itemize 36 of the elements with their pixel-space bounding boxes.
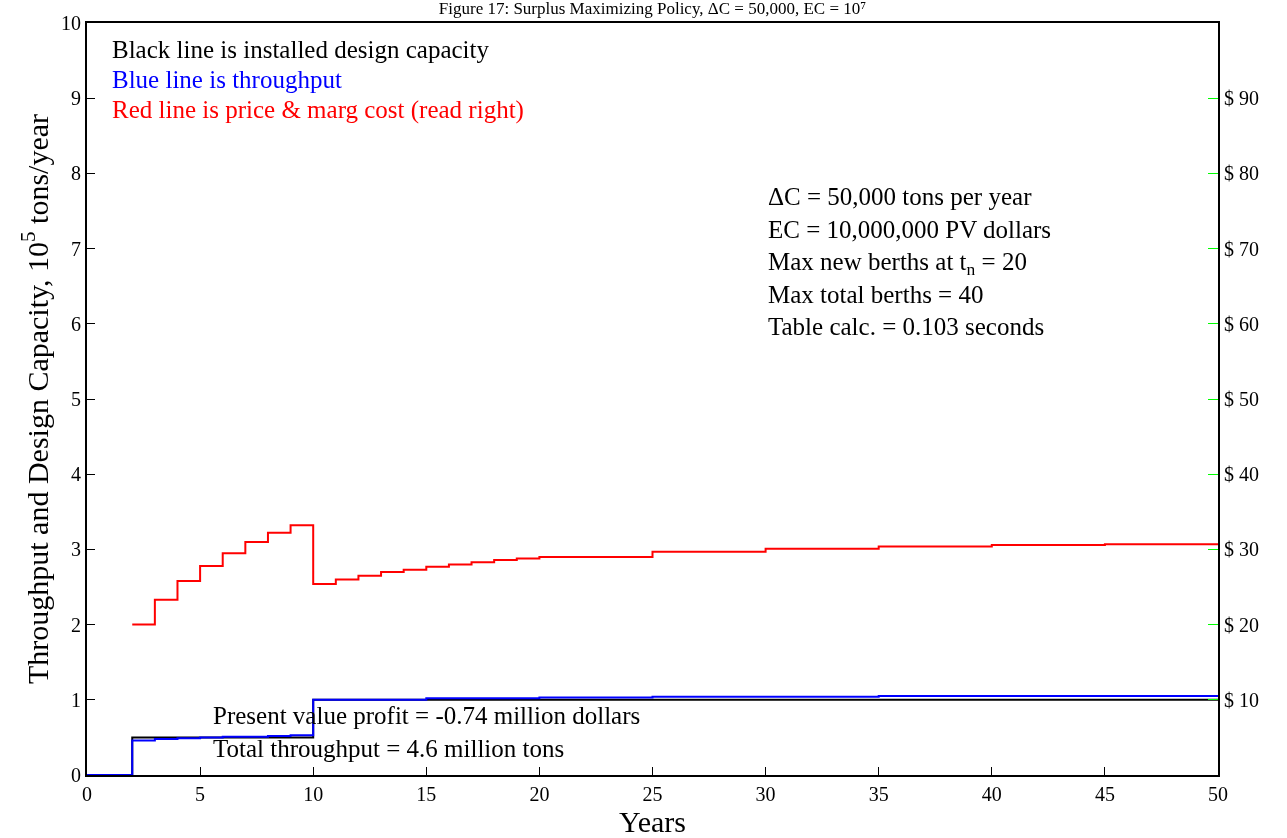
- x-tick-label: 45: [1094, 783, 1115, 805]
- y-tick-label: 6: [71, 312, 81, 335]
- x-tick-label: 15: [416, 783, 437, 805]
- y-tick-label: 5: [71, 388, 81, 410]
- y-tick-label: 7: [71, 237, 81, 260]
- x-tick-label: 20: [529, 783, 550, 805]
- y2-tick-label: $ 20: [1224, 613, 1259, 636]
- x-axis-title: Years: [619, 805, 686, 838]
- annotation: ΔC = 50,000 tons per year EC = 10,000,000 PV dollars Max new berths at t$_{n}$ = 20 Max total berths = 40 Table calc. = 0.103 seconds: [768, 183, 1052, 340]
- y-tick-label: 9: [71, 87, 81, 110]
- y-tick-label: 2: [71, 613, 81, 636]
- x-tick-label: 10: [303, 783, 324, 805]
- y-tick-label: 0: [71, 764, 81, 786]
- y2-tick-label: $ 40: [1224, 463, 1259, 486]
- annotation: Blue line is throughput: [112, 66, 342, 93]
- y2-tick-label: $ 90: [1224, 87, 1259, 110]
- y-tick-label: 10: [61, 12, 81, 34]
- y-tick-label: 1: [71, 688, 81, 711]
- y-tick-label: 3: [71, 538, 81, 561]
- annotation: Black line is installed design capacity: [112, 36, 490, 63]
- y2-tick-label: $ 50: [1224, 388, 1259, 410]
- x-tick-label: 30: [755, 783, 776, 805]
- y2-tick-label: $ 60: [1224, 312, 1259, 335]
- y-tick-label: 8: [71, 162, 81, 185]
- y2-tick-label: $ 70: [1224, 237, 1259, 260]
- annotation: Red line is price & marg cost (read right): [112, 96, 524, 124]
- x-tick-label: 5: [195, 783, 206, 805]
- x-tick-label: 25: [642, 783, 663, 805]
- y2-tick-label: $ 30: [1224, 538, 1259, 561]
- y2-tick-label: $ 80: [1224, 162, 1259, 185]
- y2-tick-label: $ 10: [1224, 688, 1259, 711]
- y-tick-label: 4: [71, 463, 81, 486]
- chart-title: Figure 17: Surplus Maximizing Policy, ΔC = 50,000, EC = 10⁷: [438, 0, 867, 18]
- x-tick-label: 35: [868, 783, 889, 805]
- x-tick-label: 40: [981, 783, 1002, 805]
- x-tick-label: 50: [1208, 783, 1228, 805]
